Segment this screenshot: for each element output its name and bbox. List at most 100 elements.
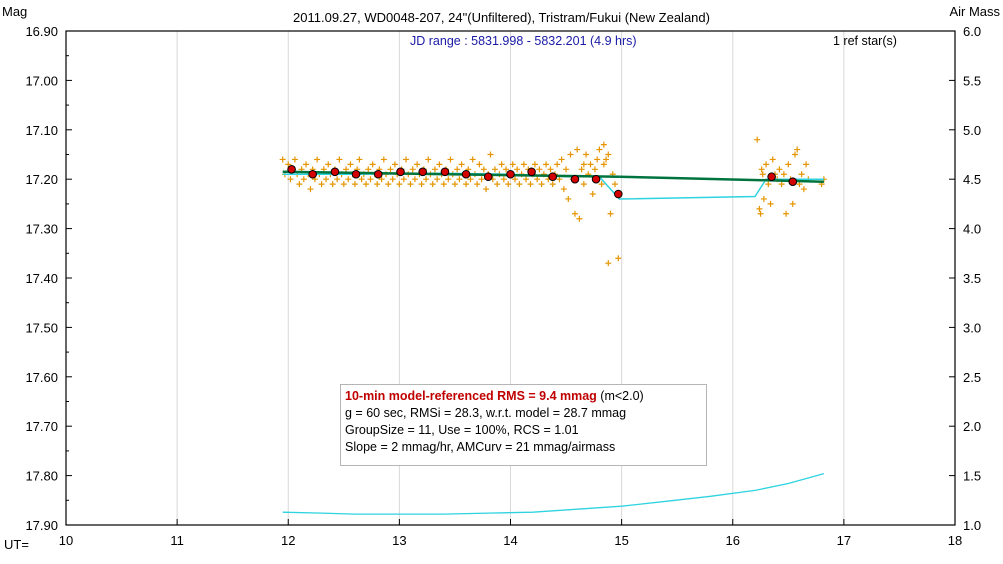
measurement-point — [440, 181, 447, 188]
measurement-point — [469, 156, 476, 163]
measurement-point — [500, 176, 507, 183]
measurement-point — [425, 156, 432, 163]
measurement-point — [758, 166, 765, 173]
rms-condition: (m<2.0) — [596, 389, 644, 403]
measurement-point — [554, 161, 561, 168]
y-right-tick-label: 4.5 — [963, 172, 981, 187]
x-tick-label: 14 — [503, 533, 517, 548]
measurement-point — [765, 181, 772, 188]
measurement-point — [374, 181, 381, 188]
y-right-tick-label: 6.0 — [963, 24, 981, 39]
measurement-point — [503, 166, 510, 173]
measurement-point — [351, 181, 358, 188]
measurement-point — [431, 166, 438, 173]
measurement-point — [757, 210, 764, 217]
measurement-point — [291, 156, 298, 163]
measurement-point — [615, 255, 622, 262]
measurement-point — [445, 176, 452, 183]
measurement-point — [571, 210, 578, 217]
measurement-point — [780, 171, 787, 178]
group-mean-point — [788, 177, 798, 186]
measurement-point — [323, 176, 330, 183]
measurement-point — [523, 176, 530, 183]
measurement-point — [536, 166, 543, 173]
measurement-point — [456, 176, 463, 183]
group-mean-point — [351, 169, 361, 179]
measurement-point — [754, 136, 761, 143]
measurement-point — [591, 166, 598, 173]
measurement-point — [509, 161, 516, 168]
y-right-tick-label: 4.0 — [963, 222, 981, 237]
measurement-point — [600, 161, 607, 168]
group-mean-point — [613, 189, 623, 199]
measurement-point — [763, 161, 770, 168]
measurement-point — [574, 146, 581, 153]
measurement-point — [516, 181, 523, 188]
measurement-point — [287, 176, 294, 183]
measurement-point — [563, 166, 570, 173]
measurement-point — [580, 161, 587, 168]
measurement-point — [580, 181, 587, 188]
x-tick-label: 16 — [726, 533, 740, 548]
measurement-point — [480, 166, 487, 173]
measurement-point — [343, 166, 350, 173]
y-right-tick-label: 1.5 — [963, 469, 981, 484]
measurement-point — [605, 151, 612, 158]
measurement-point — [285, 161, 292, 168]
measurement-point — [318, 181, 325, 188]
measurement-point — [547, 166, 554, 173]
y-left-tick-label: 17.10 — [25, 123, 58, 138]
measurement-point — [487, 151, 494, 158]
measurement-point — [347, 161, 354, 168]
measurement-point — [363, 181, 370, 188]
group-mean-point — [591, 174, 601, 184]
measurement-point — [325, 161, 332, 168]
x-tick-label: 18 — [948, 533, 962, 548]
measurement-point — [365, 166, 372, 173]
measurement-point — [549, 181, 556, 188]
y-right-tick-label: 3.0 — [963, 320, 981, 335]
measurement-point — [447, 156, 454, 163]
y-right-tick-label: 2.0 — [963, 419, 981, 434]
group-mean-point — [527, 167, 536, 177]
measurement-point — [514, 166, 521, 173]
measurement-point — [414, 161, 421, 168]
measurement-point — [776, 166, 783, 173]
measurement-point — [340, 181, 347, 188]
measurement-point — [396, 181, 403, 188]
measurement-point — [409, 166, 416, 173]
measurement-point — [467, 176, 474, 183]
measurement-point — [303, 161, 310, 168]
x-tick-label: 12 — [281, 533, 295, 548]
measurement-point — [494, 181, 501, 188]
measurement-point — [791, 151, 798, 158]
measurement-point — [369, 161, 376, 168]
y-left-tick-label: 17.70 — [25, 419, 58, 434]
measurement-point — [403, 156, 410, 163]
measurement-point — [429, 181, 436, 188]
measurement-point — [560, 186, 567, 193]
y-left-tick-label: 17.60 — [25, 370, 58, 385]
group-mean-point — [308, 169, 317, 179]
measurement-point — [454, 166, 461, 173]
measurement-point — [760, 195, 767, 202]
measurement-point — [531, 161, 538, 168]
measurement-point — [391, 161, 398, 168]
measurement-point — [783, 210, 790, 217]
measurement-point — [296, 181, 303, 188]
y-left-tick-label: 17.80 — [25, 469, 58, 484]
measurement-point — [520, 161, 527, 168]
measurement-point — [769, 156, 776, 163]
y-left-tick-label: 17.20 — [25, 172, 58, 187]
measurement-point — [336, 156, 343, 163]
measurement-point — [538, 181, 545, 188]
measurement-point — [543, 161, 550, 168]
measurement-point — [279, 156, 286, 163]
x-tick-label: 17 — [837, 533, 851, 548]
y-left-tick-label: 17.90 — [25, 518, 58, 533]
measurement-point — [329, 181, 336, 188]
measurement-point — [400, 176, 407, 183]
group-mean-point — [570, 174, 580, 184]
measurement-point — [367, 176, 374, 183]
